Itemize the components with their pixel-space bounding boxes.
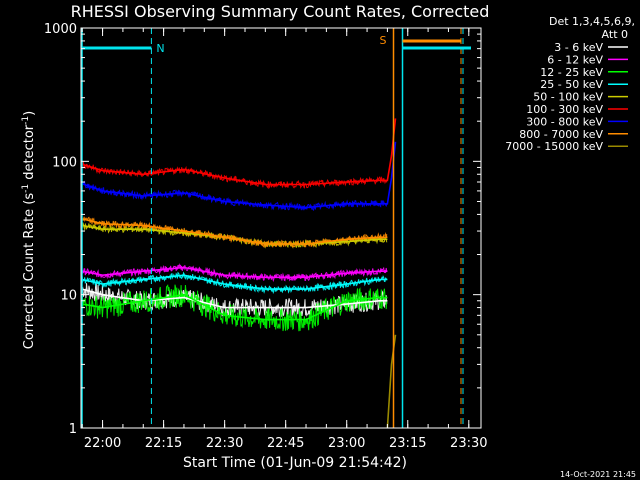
- x-tick-label-2: 22:30: [206, 436, 243, 451]
- x-tick-label-3: 22:45: [267, 436, 304, 451]
- legend-label-0: 3 - 6 keV: [554, 41, 603, 54]
- x-tick-label-0: 22:00: [84, 436, 121, 451]
- plot-frame: [80, 27, 482, 429]
- y-axis-label: Corrected Count Rate (s-1 detector-1): [21, 111, 37, 349]
- legend-label-5: 100 - 300 keV: [526, 103, 603, 116]
- series-layer: [81, 118, 397, 429]
- noise-layer: [81, 161, 388, 332]
- series-line-3: [82, 274, 388, 290]
- series-line-7: [82, 218, 388, 245]
- y-tick-label-3: 1000: [44, 22, 77, 37]
- series-line-8: [386, 334, 397, 429]
- y-tick-label-1: 10: [60, 289, 77, 304]
- series-line-6: [81, 141, 397, 209]
- series-noise-4: [81, 222, 388, 249]
- legend-label-6: 300 - 800 keV: [526, 115, 603, 128]
- x-tick-label-1: 22:15: [145, 436, 182, 451]
- x-tick-label-6: 23:30: [450, 436, 487, 451]
- footer-timestamp: 14-Oct-2021 21:45: [560, 470, 636, 479]
- flag-layer: NS: [81, 28, 471, 428]
- y-tick-label-0: 1: [69, 422, 77, 437]
- series-noise-6: [81, 180, 388, 212]
- legend-label-1: 6 - 12 keV: [547, 53, 603, 66]
- legend-label-3: 25 - 50 keV: [540, 78, 603, 91]
- series-line-1: [82, 266, 388, 279]
- series-line-0: [81, 288, 388, 309]
- legend-label-2: 12 - 25 keV: [540, 66, 603, 79]
- flag-n-label: N: [156, 42, 164, 55]
- legend-header-line-2: Att 0: [602, 28, 628, 41]
- legend-label-8: 7000 - 15000 keV: [505, 140, 603, 153]
- x-axis-label: Start Time (01-Jun-09 21:54:42): [183, 455, 407, 471]
- series-noise-5: [82, 161, 388, 190]
- axis-layer: 1 10 100 1000 22:00 22:15 22:30 22:45 23:00 23:15…: [44, 22, 488, 451]
- legend-header-line-1: Det 1,3,4,5,6,9,: [549, 15, 635, 28]
- legend-label-4: 50 - 100 keV: [533, 91, 603, 104]
- x-tick-label-4: 23:00: [328, 436, 365, 451]
- chart-title: RHESSI Observing Summary Count Rates, Co…: [71, 2, 490, 21]
- legend-label-7: 800 - 7000 keV: [519, 128, 603, 141]
- x-tick-label-5: 23:15: [389, 436, 426, 451]
- series-line-2: [82, 293, 388, 321]
- series-noise-1: [81, 263, 388, 283]
- flag-s-label: S: [380, 34, 387, 47]
- series-line-5: [81, 118, 397, 186]
- y-tick-label-2: 100: [52, 155, 77, 170]
